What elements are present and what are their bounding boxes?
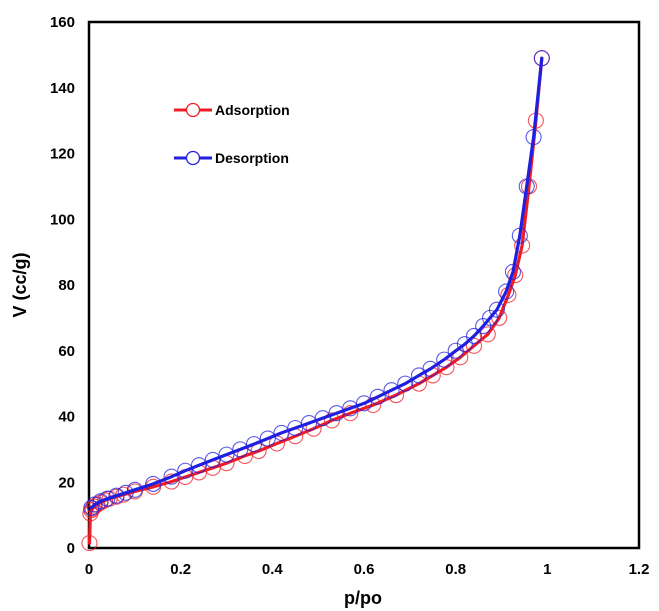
y-tick-label: 60 (58, 343, 75, 360)
series-desorption (83, 50, 550, 516)
data-point (479, 326, 496, 343)
data-point (204, 451, 221, 468)
data-point (190, 457, 208, 474)
data-point (273, 424, 290, 441)
data-point (465, 327, 483, 345)
legend-label: Desorption (215, 150, 289, 166)
x-tick-label: 0.8 (445, 561, 466, 578)
data-point (383, 382, 400, 399)
x-tick-label: 1 (543, 561, 551, 578)
legend-swatch-marker (185, 102, 201, 118)
y-tick-label: 40 (58, 409, 75, 426)
data-point (436, 351, 453, 368)
y-tick-label: 20 (58, 474, 75, 491)
x-axis: 0 0.2 0.4 0.6 0.8 1 1.2 (85, 561, 650, 578)
data-point (397, 375, 414, 392)
y-axis: 0 20 40 60 80 100 120 140 160 (50, 14, 75, 557)
plot-frame (87, 20, 641, 550)
x-tick-label: 0.2 (170, 561, 191, 578)
data-point (108, 487, 125, 504)
data-point (126, 481, 143, 498)
y-tick-label: 100 (50, 211, 75, 228)
data-point (232, 441, 249, 458)
series-line (87, 56, 544, 545)
data-point (117, 484, 134, 501)
legend: Adsorption Desorption (174, 102, 290, 166)
y-tick-label: 0 (67, 540, 75, 557)
legend-item-desorption: Desorption (174, 150, 289, 166)
y-tick-label: 140 (50, 80, 75, 97)
y-axis-title: V (cc/g) (10, 252, 30, 317)
data-point (218, 446, 235, 463)
data-point (488, 301, 505, 318)
data-point (481, 309, 499, 326)
data-point (498, 283, 515, 300)
x-tick-label: 1.2 (629, 561, 650, 578)
series-adsorption (81, 50, 550, 552)
data-point (245, 436, 263, 453)
data-point (177, 462, 194, 479)
y-tick-label: 120 (50, 146, 75, 163)
data-point (475, 318, 492, 335)
data-point (447, 342, 464, 359)
data-point (456, 336, 473, 353)
data-point (410, 367, 428, 384)
series-line (89, 56, 544, 510)
y-tick-label: 160 (50, 14, 75, 31)
data-point (83, 499, 100, 516)
data-point (145, 475, 162, 492)
legend-label: Adsorption (215, 102, 290, 118)
data-point (163, 468, 180, 485)
data-point (342, 405, 359, 422)
data-point (86, 496, 103, 513)
x-tick-label: 0.6 (354, 561, 375, 578)
x-tick-label: 0 (85, 561, 93, 578)
legend-swatch-marker (185, 150, 201, 166)
x-axis-title: p/po (344, 588, 382, 608)
data-point (259, 430, 276, 447)
legend-item-adsorption: Adsorption (174, 102, 290, 118)
data-point (465, 337, 483, 354)
y-tick-label: 80 (58, 277, 75, 294)
x-tick-label: 0.4 (262, 561, 284, 578)
data-point (369, 388, 386, 405)
series-layer (81, 50, 550, 552)
